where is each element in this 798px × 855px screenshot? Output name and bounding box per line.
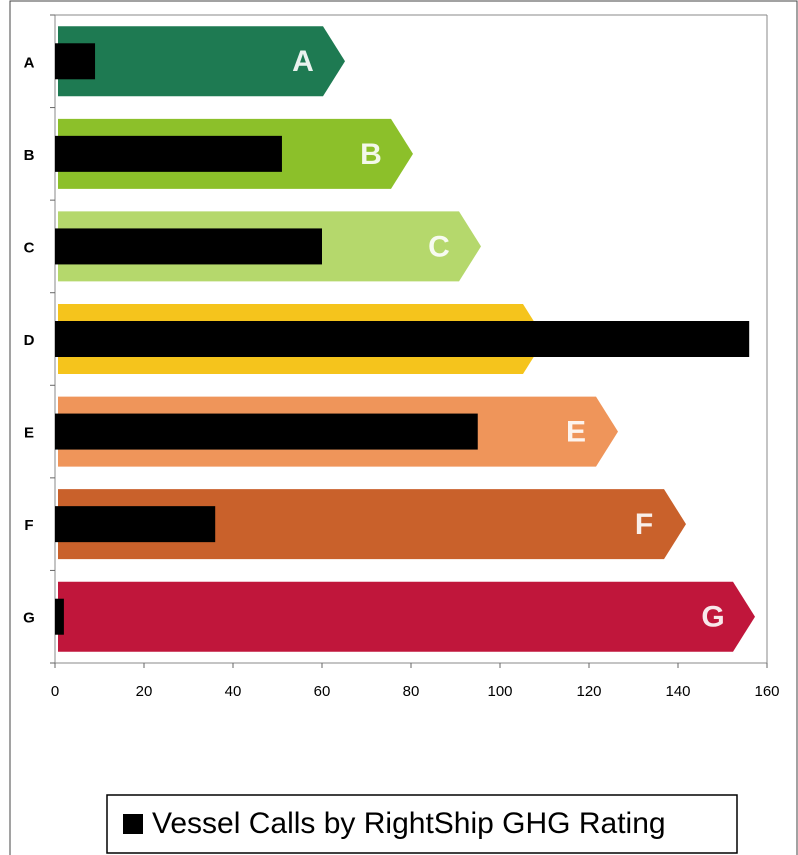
page: ABCDEFG 020406080100120140160ABCDEFGVess… <box>0 0 798 855</box>
arrow-letter: F <box>635 508 653 541</box>
bar <box>55 43 95 79</box>
bar <box>55 599 64 635</box>
x-tick-label: 100 <box>487 683 512 700</box>
y-tick-label: G <box>23 610 35 627</box>
bar <box>55 414 478 450</box>
x-tick-label: 40 <box>225 683 242 700</box>
y-tick-label: F <box>24 517 33 534</box>
bar <box>55 136 282 172</box>
rating-arrow <box>58 582 755 652</box>
x-tick-label: 80 <box>403 683 420 700</box>
arrow-letter: C <box>428 230 450 263</box>
x-tick-label: 0 <box>51 683 59 700</box>
x-tick-label: 120 <box>576 683 601 700</box>
arrow-letter: E <box>566 415 586 448</box>
bar <box>55 506 215 542</box>
arrow-letter: G <box>701 601 724 634</box>
x-tick-label: 160 <box>754 683 779 700</box>
y-tick-label: B <box>24 147 35 164</box>
y-tick-label: C <box>24 239 35 256</box>
bar <box>55 228 322 264</box>
x-tick-label: 20 <box>136 683 153 700</box>
arrow-letter: A <box>292 45 314 78</box>
x-tick-label: 60 <box>314 683 331 700</box>
legend-label: Vessel Calls by RightShip GHG Rating <box>152 807 666 840</box>
bar <box>55 321 749 357</box>
y-tick-label: E <box>24 425 34 442</box>
x-tick-label: 140 <box>665 683 690 700</box>
y-tick-label: D <box>24 332 35 349</box>
y-tick-label: A <box>24 54 35 71</box>
legend-swatch <box>123 814 143 834</box>
chart: ABCDEFG 020406080100120140160ABCDEFGVess… <box>0 0 798 855</box>
arrow-letter: B <box>360 138 382 171</box>
